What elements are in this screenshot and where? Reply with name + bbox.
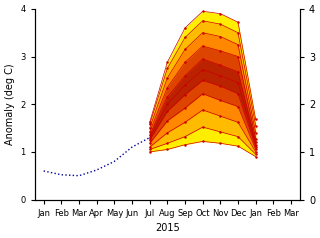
X-axis label: 2015: 2015 xyxy=(155,223,180,233)
Y-axis label: Anomaly (deg C): Anomaly (deg C) xyxy=(5,63,15,145)
